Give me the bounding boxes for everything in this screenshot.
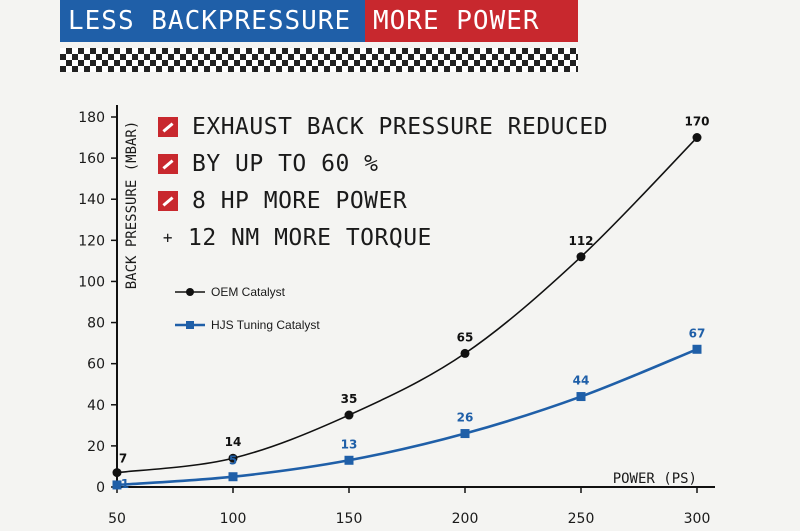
y-tick-label: 140: [78, 192, 105, 208]
data-label: 67: [689, 326, 706, 340]
checkered-flag-strip: [60, 48, 578, 72]
data-point: [460, 429, 470, 439]
legend-label: HJS Tuning Catalyst: [211, 318, 320, 332]
y-tick-label: 0: [96, 480, 105, 496]
data-label: 35: [341, 392, 358, 406]
x-tick-label: 250: [568, 511, 595, 527]
x-tick-label: 300: [684, 511, 711, 527]
y-tick-label: 100: [78, 274, 105, 290]
plus-icon: +: [162, 228, 174, 247]
data-label: 1: [121, 477, 129, 491]
data-point: [576, 392, 586, 402]
y-tick-label: 160: [78, 151, 105, 167]
feature-item: 8 HP MORE POWER: [158, 182, 608, 219]
feature-text: 8 HP MORE POWER: [192, 187, 408, 214]
data-point: [692, 344, 702, 354]
red-checkbox-icon: [158, 153, 178, 174]
data-point: [576, 252, 586, 262]
data-point: [344, 455, 354, 465]
y-axis-title: BACK PRESSURE (MBAR): [124, 121, 140, 290]
data-label: 65: [457, 330, 474, 344]
y-tick-label: 180: [78, 110, 105, 126]
data-label: 7: [119, 452, 127, 466]
y-tick-label: 80: [87, 316, 105, 332]
data-label: 44: [573, 374, 590, 388]
data-point: [228, 472, 238, 482]
legend-marker: [186, 288, 194, 296]
feature-item: EXHAUST BACK PRESSURE REDUCED: [158, 108, 608, 145]
data-point: [112, 480, 122, 490]
series-line: [116, 348, 698, 487]
data-point: [344, 410, 354, 420]
y-tick-label: 120: [78, 233, 105, 249]
data-label: 13: [341, 437, 358, 451]
x-tick-label: 150: [336, 511, 363, 527]
header-banner: LESS BACKPRESSURE MORE POWER: [60, 0, 578, 48]
data-label: 26: [457, 411, 474, 425]
red-checkbox-icon: [158, 116, 178, 137]
x-tick-label: 100: [220, 511, 247, 527]
data-point: [112, 468, 122, 478]
series-hjs-tuning-catalyst: 1 5 13 26 44 67: [112, 326, 706, 491]
feature-item: + 12 NM MORE TORQUE: [158, 219, 608, 256]
feature-list: EXHAUST BACK PRESSURE REDUCED BY UP TO 6…: [158, 108, 608, 256]
feature-text: EXHAUST BACK PRESSURE REDUCED: [192, 113, 609, 140]
red-checkbox-icon: [158, 190, 178, 211]
x-tick-label: 50: [108, 511, 126, 527]
series-oem-catalyst: 7 14 35 65 112 170: [112, 115, 710, 478]
data-point: [460, 348, 470, 358]
legend-marker: [186, 321, 194, 329]
x-axis-title: POWER (PS): [613, 471, 697, 487]
data-point: [692, 133, 702, 143]
data-label: 5: [229, 454, 237, 468]
series-line: [116, 136, 698, 474]
legend-label: OEM Catalyst: [211, 285, 286, 299]
banner-right-text: MORE POWER: [365, 0, 578, 42]
feature-text: BY UP TO 60 %: [192, 150, 379, 177]
y-tick-label: 60: [87, 357, 105, 373]
y-tick-label: 20: [87, 439, 105, 455]
y-tick-label: 40: [87, 398, 105, 414]
x-tick-label: 200: [452, 511, 479, 527]
data-label: 112: [568, 234, 593, 248]
feature-item: BY UP TO 60 %: [158, 145, 608, 182]
feature-text: 12 NM MORE TORQUE: [188, 224, 432, 251]
banner-left-text: LESS BACKPRESSURE: [60, 0, 365, 42]
data-point: [228, 453, 238, 463]
data-label: 14: [225, 435, 242, 449]
data-label: 170: [684, 115, 709, 129]
